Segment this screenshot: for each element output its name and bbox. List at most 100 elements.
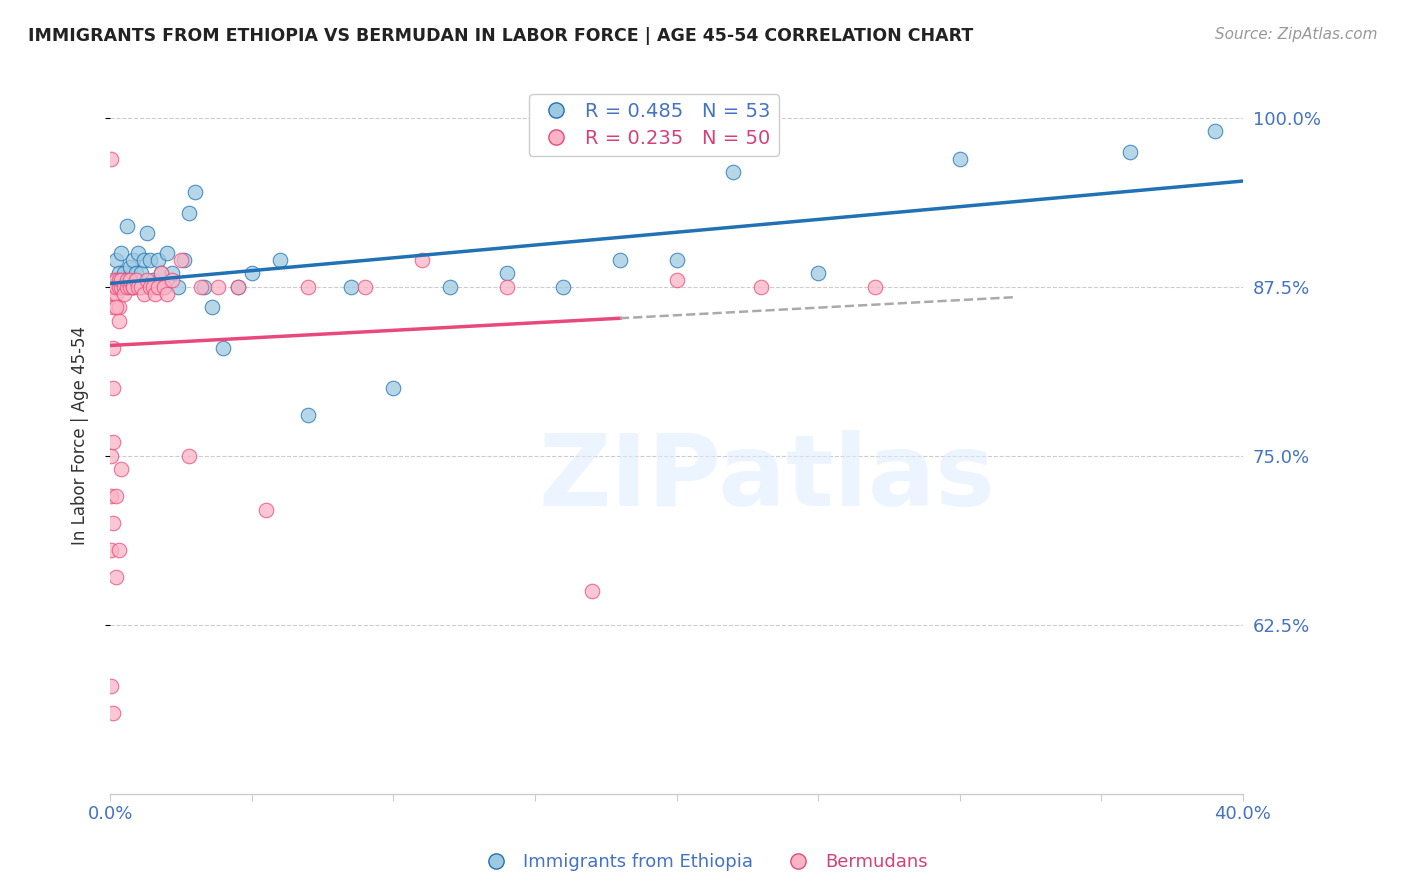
Point — [132, 286, 155, 301]
Point — [142, 280, 165, 294]
Point — [145, 280, 167, 294]
Point — [162, 273, 184, 287]
Y-axis label: In Labor Force | Age 45-54: In Labor Force | Age 45-54 — [72, 326, 89, 545]
Point — [112, 286, 135, 301]
Point — [100, 679, 122, 693]
Point — [138, 280, 160, 294]
Point — [124, 273, 146, 287]
Point — [110, 273, 132, 287]
Point — [354, 280, 377, 294]
Point — [226, 280, 249, 294]
Point — [121, 280, 143, 294]
Point — [156, 246, 179, 260]
Point — [112, 266, 135, 280]
Point — [212, 341, 235, 355]
Point — [150, 266, 173, 280]
Point — [439, 280, 461, 294]
Point — [104, 273, 127, 287]
Text: Source: ZipAtlas.com: Source: ZipAtlas.com — [1215, 27, 1378, 42]
Point — [100, 543, 122, 558]
Point — [127, 280, 149, 294]
Point — [297, 280, 319, 294]
Point — [121, 252, 143, 267]
Point — [173, 252, 195, 267]
Point — [107, 300, 129, 314]
Point — [118, 280, 141, 294]
Point — [104, 570, 127, 584]
Point — [190, 280, 212, 294]
Legend: Immigrants from Ethiopia, Bermudans: Immigrants from Ethiopia, Bermudans — [471, 847, 935, 879]
Point — [115, 219, 138, 233]
Point — [100, 152, 122, 166]
Point — [135, 273, 157, 287]
Point — [101, 516, 124, 531]
Point — [179, 449, 201, 463]
Point — [101, 381, 124, 395]
Point — [226, 280, 249, 294]
Point — [101, 273, 124, 287]
Point — [107, 280, 129, 294]
Point — [129, 266, 152, 280]
Point — [101, 300, 124, 314]
Point — [100, 489, 122, 503]
Point — [107, 543, 129, 558]
Point — [104, 280, 127, 294]
Point — [112, 273, 135, 287]
Point — [153, 280, 176, 294]
Point — [104, 489, 127, 503]
Point — [665, 252, 688, 267]
Point — [201, 300, 224, 314]
Point — [254, 503, 277, 517]
Point — [179, 205, 201, 219]
Point — [148, 252, 170, 267]
Point — [269, 252, 291, 267]
Point — [184, 186, 207, 200]
Point — [101, 280, 124, 294]
Point — [138, 252, 160, 267]
Point — [101, 280, 124, 294]
Point — [104, 280, 127, 294]
Point — [863, 280, 886, 294]
Point — [721, 165, 744, 179]
Point — [132, 252, 155, 267]
Point — [382, 381, 405, 395]
Point — [104, 273, 127, 287]
Point — [1204, 124, 1226, 138]
Point — [1118, 145, 1140, 159]
Point — [150, 266, 173, 280]
Point — [101, 286, 124, 301]
Point — [100, 280, 122, 294]
Point — [115, 273, 138, 287]
Point — [121, 280, 143, 294]
Point — [162, 266, 184, 280]
Point — [127, 246, 149, 260]
Point — [207, 280, 229, 294]
Point — [107, 273, 129, 287]
Point — [553, 280, 575, 294]
Point — [101, 341, 124, 355]
Point — [124, 266, 146, 280]
Point — [807, 266, 830, 280]
Point — [104, 286, 127, 301]
Text: IMMIGRANTS FROM ETHIOPIA VS BERMUDAN IN LABOR FORCE | AGE 45-54 CORRELATION CHAR: IMMIGRANTS FROM ETHIOPIA VS BERMUDAN IN … — [28, 27, 973, 45]
Point — [115, 280, 138, 294]
Point — [129, 280, 152, 294]
Point — [112, 280, 135, 294]
Point — [153, 280, 176, 294]
Point — [107, 314, 129, 328]
Point — [121, 280, 143, 294]
Point — [495, 280, 517, 294]
Point — [118, 273, 141, 287]
Point — [751, 280, 773, 294]
Point — [145, 286, 167, 301]
Point — [581, 584, 603, 599]
Point — [110, 462, 132, 476]
Point — [101, 435, 124, 450]
Point — [115, 280, 138, 294]
Point — [104, 252, 127, 267]
Point — [949, 152, 972, 166]
Point — [411, 252, 433, 267]
Point — [110, 280, 132, 294]
Point — [127, 280, 149, 294]
Point — [148, 280, 170, 294]
